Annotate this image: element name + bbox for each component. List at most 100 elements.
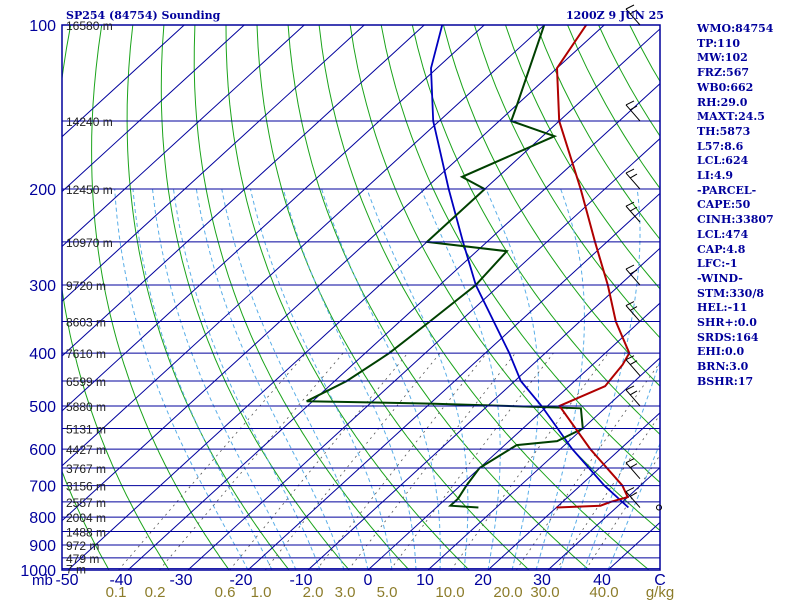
mixing-ratio-label: 40.0 — [589, 584, 618, 600]
mixing-ratio-label: 0.6 — [215, 584, 236, 600]
height-label: 9720 m — [66, 279, 106, 293]
index-line: LI:4.9 — [697, 169, 734, 183]
temperature-tick-label: C — [654, 572, 666, 589]
height-label: 16580 m — [66, 19, 113, 33]
wind-barb — [625, 487, 641, 508]
mixing-ratio-label: 0.1 — [106, 584, 127, 600]
moist-adiabat — [221, 189, 369, 570]
index-line: EHI:0.0 — [697, 345, 745, 359]
isotherm — [62, 25, 365, 302]
isotherm — [62, 25, 545, 467]
wind-barb — [625, 301, 641, 322]
temperature-tick-label: 20 — [474, 572, 492, 589]
height-label: 1488 m — [66, 526, 106, 540]
index-line: SHR+:0.0 — [697, 316, 757, 330]
mixing-ratio-label: 0.2 — [145, 584, 166, 600]
mixing-ratio-label: 30.0 — [530, 584, 559, 600]
dry-adiabat — [349, 25, 660, 532]
dewpoint-trace-line — [306, 25, 584, 509]
height-label: 5880 m — [66, 400, 106, 414]
wind-barb — [625, 4, 641, 26]
index-line: SRDS:164 — [697, 330, 759, 344]
surface-wind-marker — [656, 504, 662, 511]
index-line: CINH:33807 — [697, 213, 774, 227]
dry-adiabat — [193, 25, 410, 570]
dry-adiabat — [318, 25, 650, 570]
index-line: TP:110 — [697, 36, 741, 50]
isotherm — [67, 28, 660, 570]
height-label: 479 m — [66, 552, 99, 566]
height-label: 12450 m — [66, 183, 113, 197]
pressure-tick-label: 1000 — [20, 563, 56, 580]
plot-frame — [61, 24, 661, 571]
temperature-tick-label: -40 — [109, 572, 132, 589]
temperature-tick-label: -50 — [55, 572, 78, 589]
mixing-ratio-line — [229, 352, 409, 570]
section-header-parcel: -PARCEL- — [697, 183, 757, 197]
isotherm — [367, 302, 660, 570]
temperature-tick-label: -20 — [229, 572, 252, 589]
isotherm — [62, 25, 425, 357]
wind-barb — [625, 201, 641, 223]
moist-adiabat — [559, 189, 641, 570]
moist-adiabat — [195, 189, 345, 570]
mixing-ratio-label: 3.0 — [335, 584, 356, 600]
height-label: 972 m — [66, 539, 99, 553]
mixing-ratio-line — [264, 352, 441, 570]
index-line: BRN:3.0 — [697, 360, 749, 374]
isotherm — [62, 25, 185, 138]
index-line: HEL:-11 — [697, 301, 748, 315]
temperature-trace-line — [555, 25, 631, 509]
temperature-tick-label: 40 — [593, 572, 611, 589]
isotherm — [547, 466, 660, 570]
pressure-units-label: mb — [32, 572, 53, 589]
temperature-tick-label: -10 — [289, 572, 312, 589]
mixing-ratio-line — [118, 352, 307, 570]
index-line: LCL:624 — [697, 154, 749, 168]
index-line: RH:29.0 — [697, 95, 748, 109]
pressure-tick-label: 300 — [29, 278, 56, 295]
isotherm — [427, 357, 660, 570]
height-label: 4427 m — [66, 443, 106, 457]
chart-title-station: SP254 (84754) Sounding — [66, 9, 221, 22]
mixing-ratio-label: 1.0 — [251, 584, 272, 600]
mixing-ratio-line — [316, 352, 487, 570]
height-label: 3156 m — [66, 480, 106, 494]
index-line: CAPE:50 — [697, 198, 751, 212]
index-line: LFC:-1 — [697, 257, 738, 271]
isotherm — [307, 247, 660, 570]
pressure-tick-label: 200 — [29, 182, 56, 199]
index-line: WMO:84754 — [697, 22, 774, 35]
pressure-tick-label: 100 — [29, 18, 56, 35]
dry-adiabat — [256, 25, 530, 570]
isotherm — [62, 25, 485, 412]
pressure-tick-label: 900 — [29, 538, 56, 555]
mixing-ratio-label: 2.0 — [303, 584, 324, 600]
isotherm — [487, 412, 660, 570]
height-label: 3767 m — [66, 462, 106, 476]
moist-adiabat — [535, 188, 585, 570]
temperature-tick-label: 0 — [364, 572, 373, 589]
index-line: FRZ:567 — [697, 66, 750, 80]
index-line: WB0:662 — [697, 80, 754, 94]
parcel-trace-line — [430, 25, 630, 509]
pressure-tick-label: 800 — [29, 510, 56, 527]
height-label: 5131 m — [66, 422, 106, 436]
height-label: 14240 m — [66, 115, 113, 129]
index-line: MW:102 — [697, 51, 748, 65]
wind-barb — [625, 264, 641, 286]
pressure-tick-label: 400 — [29, 346, 56, 363]
height-label: 8603 m — [66, 316, 106, 330]
moist-adiabat — [607, 442, 660, 570]
wind-barb — [625, 385, 641, 407]
index-line: MAXT:24.5 — [697, 110, 765, 124]
mixing-ratio-label: 20.0 — [493, 584, 522, 600]
isotherm — [62, 25, 245, 193]
isotherm — [247, 192, 660, 570]
temperature-tick-label: 10 — [416, 572, 434, 589]
height-label: 7 m — [66, 563, 86, 577]
isotherm — [62, 25, 605, 522]
isotherm — [187, 137, 660, 570]
height-label: 7610 m — [66, 347, 106, 361]
dry-adiabat — [91, 25, 230, 570]
